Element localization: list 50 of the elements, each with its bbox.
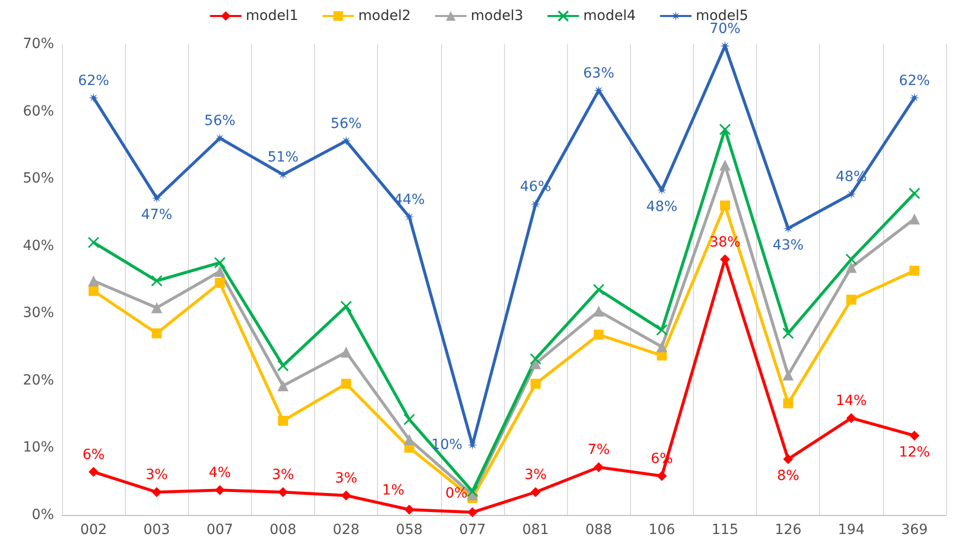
x-tick-label: 008 (270, 522, 296, 538)
x-tick-label: 058 (396, 522, 423, 538)
y-tick-label: 60% (22, 103, 54, 120)
data-label: 14% (836, 393, 867, 410)
y-tick-label: 0% (32, 507, 54, 523)
data-label: 3% (524, 467, 547, 484)
data-label: 8% (777, 468, 800, 484)
data-label: 7% (588, 442, 610, 458)
x-tick-label: 081 (522, 522, 549, 538)
data-label: 3% (272, 467, 294, 484)
legend-label: model1 (246, 8, 298, 24)
data-label: 3% (146, 467, 168, 484)
data-label: 1% (382, 482, 404, 499)
y-tick-label: 30% (22, 305, 54, 322)
legend-label: model5 (696, 8, 748, 24)
data-label: 70% (709, 21, 741, 38)
data-label: 6% (82, 446, 105, 463)
x-tick-label: 007 (206, 522, 234, 538)
x-tick-label: 369 (901, 522, 928, 538)
legend-label: model4 (583, 8, 636, 24)
legend-label: model3 (470, 8, 524, 24)
data-label: 56% (204, 113, 236, 130)
x-tick-label: 077 (459, 522, 486, 538)
x-tick-label: 106 (648, 522, 676, 538)
data-label: 0% (445, 485, 468, 502)
x-tick-label: 002 (80, 522, 107, 538)
y-tick-label: 20% (22, 372, 54, 388)
x-tick-label: 003 (143, 522, 170, 538)
y-tick-label: 40% (22, 238, 54, 254)
data-label: 51% (267, 150, 299, 166)
data-label: 62% (78, 72, 110, 89)
x-tick-label: 088 (585, 522, 612, 538)
data-label: 63% (583, 65, 614, 82)
data-label: 56% (330, 116, 362, 132)
x-tick-label: 194 (838, 522, 865, 538)
x-tick-label: 028 (332, 522, 360, 538)
x-tick-label: 126 (774, 522, 802, 538)
data-label: 62% (898, 72, 930, 89)
data-label: 3% (335, 470, 358, 486)
data-label: 48% (646, 199, 678, 216)
data-label: 47% (141, 207, 172, 224)
y-tick-label: 10% (22, 440, 54, 456)
data-label: 4% (208, 465, 231, 482)
legend-label: model2 (358, 8, 411, 24)
x-tick-label: 115 (712, 522, 738, 538)
y-tick-label: 70% (22, 36, 54, 52)
data-label: 43% (772, 237, 804, 254)
data-label: 10% (431, 437, 462, 454)
y-tick-label: 50% (22, 170, 54, 187)
data-label: 12% (898, 444, 930, 461)
